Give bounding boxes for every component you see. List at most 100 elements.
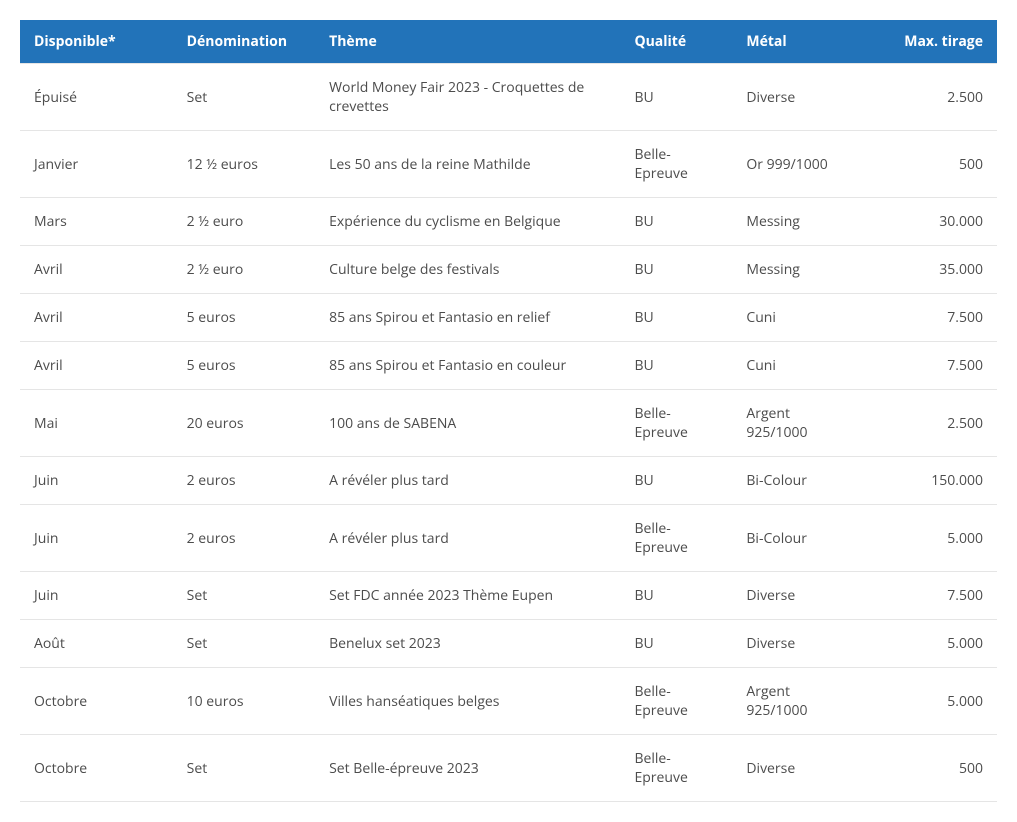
cell-max_tirage: 35.000: [865, 246, 997, 294]
col-header-theme: Thème: [315, 20, 620, 64]
cell-disponible: Juin: [20, 457, 173, 505]
table-header-row: Disponible*DénominationThèmeQualitéMétal…: [20, 20, 997, 64]
table-row: Avril5 euros85 ans Spirou et Fantasio en…: [20, 342, 997, 390]
col-header-max_tirage: Max. tirage: [865, 20, 997, 64]
cell-denomination: 12 ½ euros: [173, 131, 315, 198]
cell-metal: Diverse: [732, 64, 864, 131]
cell-qualite: Belle-Epreuve: [620, 131, 732, 198]
cell-theme: A révéler plus tard: [315, 457, 620, 505]
coins-table: Disponible*DénominationThèmeQualitéMétal…: [20, 20, 997, 802]
cell-metal: Or 999/1000: [732, 131, 864, 198]
col-header-denomination: Dénomination: [173, 20, 315, 64]
table-row: Mai20 euros100 ans de SABENABelle-Epreuv…: [20, 390, 997, 457]
cell-max_tirage: 5.000: [865, 620, 997, 668]
cell-qualite: BU: [620, 342, 732, 390]
table-row: Juin2 eurosA révéler plus tardBelle-Epre…: [20, 505, 997, 572]
cell-qualite: BU: [620, 572, 732, 620]
cell-metal: Messing: [732, 198, 864, 246]
cell-denomination: Set: [173, 64, 315, 131]
cell-disponible: Octobre: [20, 668, 173, 735]
cell-metal: Cuni: [732, 342, 864, 390]
cell-qualite: BU: [620, 198, 732, 246]
cell-metal: Cuni: [732, 294, 864, 342]
cell-qualite: BU: [620, 294, 732, 342]
cell-disponible: Août: [20, 620, 173, 668]
cell-disponible: Avril: [20, 294, 173, 342]
cell-qualite: Belle-Epreuve: [620, 668, 732, 735]
cell-max_tirage: 7.500: [865, 572, 997, 620]
cell-theme: Expérience du cyclisme en Belgique: [315, 198, 620, 246]
cell-disponible: Avril: [20, 342, 173, 390]
cell-max_tirage: 2.500: [865, 390, 997, 457]
cell-qualite: BU: [620, 620, 732, 668]
cell-disponible: Épuisé: [20, 64, 173, 131]
cell-metal: Diverse: [732, 735, 864, 802]
col-header-qualite: Qualité: [620, 20, 732, 64]
cell-denomination: Set: [173, 735, 315, 802]
table-row: OctobreSetSet Belle-épreuve 2023Belle-Ep…: [20, 735, 997, 802]
cell-max_tirage: 500: [865, 131, 997, 198]
cell-denomination: 20 euros: [173, 390, 315, 457]
table-row: Avril2 ½ euroCulture belge des festivals…: [20, 246, 997, 294]
cell-theme: 85 ans Spirou et Fantasio en relief: [315, 294, 620, 342]
col-header-disponible: Disponible*: [20, 20, 173, 64]
cell-denomination: 2 ½ euro: [173, 246, 315, 294]
cell-disponible: Mars: [20, 198, 173, 246]
cell-qualite: BU: [620, 457, 732, 505]
cell-metal: Diverse: [732, 620, 864, 668]
cell-denomination: 10 euros: [173, 668, 315, 735]
cell-denomination: Set: [173, 572, 315, 620]
cell-denomination: 5 euros: [173, 342, 315, 390]
cell-theme: Les 50 ans de la reine Mathilde: [315, 131, 620, 198]
cell-theme: Set FDC année 2023 Thème Eupen: [315, 572, 620, 620]
cell-theme: Benelux set 2023: [315, 620, 620, 668]
cell-denomination: 2 ½ euro: [173, 198, 315, 246]
cell-max_tirage: 7.500: [865, 342, 997, 390]
cell-qualite: Belle-Epreuve: [620, 390, 732, 457]
cell-qualite: BU: [620, 64, 732, 131]
cell-disponible: Avril: [20, 246, 173, 294]
cell-metal: Bi-Colour: [732, 457, 864, 505]
cell-metal: Diverse: [732, 572, 864, 620]
cell-max_tirage: 2.500: [865, 64, 997, 131]
cell-theme: Villes hanséatiques belges: [315, 668, 620, 735]
cell-max_tirage: 30.000: [865, 198, 997, 246]
cell-denomination: 2 euros: [173, 505, 315, 572]
cell-max_tirage: 5.000: [865, 668, 997, 735]
cell-theme: 100 ans de SABENA: [315, 390, 620, 457]
cell-max_tirage: 500: [865, 735, 997, 802]
table-row: Octobre10 eurosVilles hanséatiques belge…: [20, 668, 997, 735]
cell-metal: Messing: [732, 246, 864, 294]
cell-disponible: Mai: [20, 390, 173, 457]
cell-disponible: Juin: [20, 505, 173, 572]
table-header: Disponible*DénominationThèmeQualitéMétal…: [20, 20, 997, 64]
cell-metal: Bi-Colour: [732, 505, 864, 572]
cell-metal: Argent 925/1000: [732, 668, 864, 735]
cell-qualite: Belle-Epreuve: [620, 505, 732, 572]
cell-qualite: Belle-Epreuve: [620, 735, 732, 802]
col-header-metal: Métal: [732, 20, 864, 64]
cell-denomination: Set: [173, 620, 315, 668]
table-row: JuinSetSet FDC année 2023 Thème EupenBUD…: [20, 572, 997, 620]
table-row: Juin2 eurosA révéler plus tardBUBi-Colou…: [20, 457, 997, 505]
cell-denomination: 5 euros: [173, 294, 315, 342]
cell-qualite: BU: [620, 246, 732, 294]
table-body: ÉpuiséSetWorld Money Fair 2023 - Croquet…: [20, 64, 997, 802]
table-row: ÉpuiséSetWorld Money Fair 2023 - Croquet…: [20, 64, 997, 131]
cell-max_tirage: 5.000: [865, 505, 997, 572]
cell-theme: 85 ans Spirou et Fantasio en couleur: [315, 342, 620, 390]
table-row: Janvier12 ½ eurosLes 50 ans de la reine …: [20, 131, 997, 198]
table-row: AoûtSetBenelux set 2023BUDiverse5.000: [20, 620, 997, 668]
cell-max_tirage: 150.000: [865, 457, 997, 505]
cell-disponible: Juin: [20, 572, 173, 620]
cell-theme: Set Belle-épreuve 2023: [315, 735, 620, 802]
cell-theme: World Money Fair 2023 - Croquettes de cr…: [315, 64, 620, 131]
table-row: Avril5 euros85 ans Spirou et Fantasio en…: [20, 294, 997, 342]
cell-disponible: Janvier: [20, 131, 173, 198]
table-row: Mars2 ½ euroExpérience du cyclisme en Be…: [20, 198, 997, 246]
cell-max_tirage: 7.500: [865, 294, 997, 342]
cell-disponible: Octobre: [20, 735, 173, 802]
cell-denomination: 2 euros: [173, 457, 315, 505]
cell-theme: Culture belge des festivals: [315, 246, 620, 294]
cell-theme: A révéler plus tard: [315, 505, 620, 572]
